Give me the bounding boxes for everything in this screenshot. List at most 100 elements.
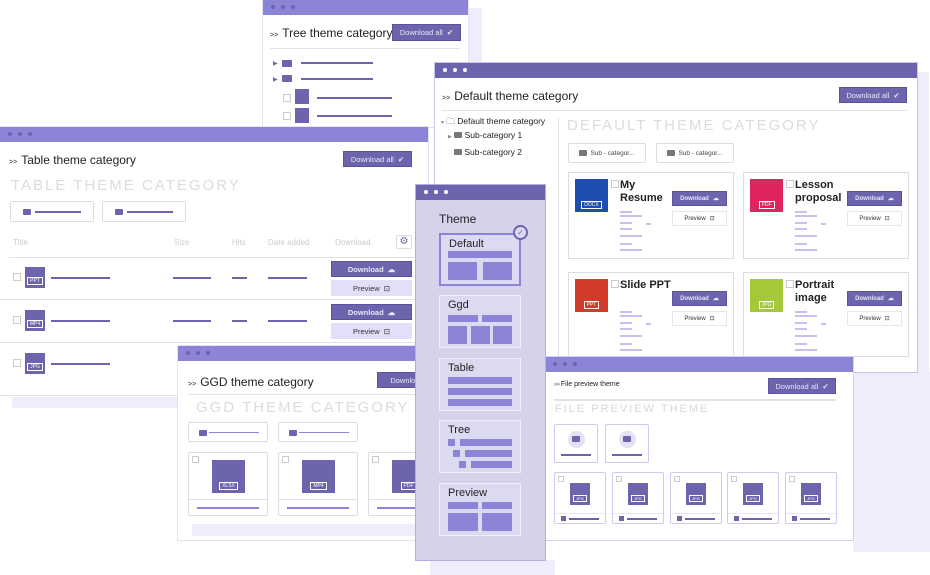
- column-header-hits[interactable]: Hits: [232, 238, 246, 247]
- folder-icon: [579, 150, 588, 156]
- double-check-icon: ✔: [397, 154, 405, 164]
- checkbox[interactable]: [789, 476, 795, 482]
- folder-card[interactable]: [554, 424, 598, 463]
- tree-root[interactable]: ▾ 🗀 Default theme category: [441, 116, 545, 130]
- placeholder-line: [173, 277, 211, 279]
- checkbox[interactable]: [192, 456, 199, 463]
- file-type-badge: [734, 516, 739, 521]
- placeholder-line: [620, 222, 632, 224]
- column-header-size[interactable]: Size: [174, 238, 190, 247]
- download-all-button[interactable]: Download all ✔: [392, 24, 461, 41]
- button-label: Download all: [399, 28, 443, 37]
- file-card[interactable]: DOCX My Resume Download ☁ Preview ⊡: [568, 172, 734, 259]
- focus-icon: ⊡: [709, 216, 715, 222]
- file-card[interactable]: PPT Slide PPT Download ☁ Preview ⊡: [568, 272, 734, 357]
- checkbox[interactable]: [558, 476, 564, 482]
- divider: [613, 513, 663, 514]
- checkbox[interactable]: [786, 280, 794, 288]
- gear-icon[interactable]: ⚙: [396, 235, 412, 249]
- cloud-upload-icon: ☁: [387, 307, 396, 317]
- layout-block: [465, 450, 512, 457]
- focus-icon: ⊡: [884, 316, 890, 322]
- subfolder-button[interactable]: [102, 201, 186, 222]
- checkbox[interactable]: [674, 476, 680, 482]
- tree-theme-window: >> Tree theme category Download all ✔ ▶ ▶: [263, 0, 468, 127]
- file-card[interactable]: MP4: [278, 452, 358, 516]
- preview-button[interactable]: Preview ⊡: [672, 311, 727, 326]
- download-button[interactable]: Download ☁: [331, 304, 412, 320]
- checkbox[interactable]: [282, 456, 289, 463]
- file-card[interactable]: JPG: [612, 472, 664, 524]
- file-card[interactable]: JPG: [554, 472, 606, 524]
- divider: [279, 499, 357, 500]
- tree-item[interactable]: ▶ Sub-category 1: [448, 130, 522, 140]
- file-card[interactable]: XLSX: [188, 452, 268, 516]
- file-card[interactable]: PDF Lesson proposal Download ☁ Preview ⊡: [743, 172, 909, 259]
- tree-item[interactable]: Sub-category 2: [454, 147, 522, 157]
- placeholder-line: [795, 328, 807, 330]
- button-label: Preview: [684, 215, 706, 222]
- placeholder-line: [795, 343, 807, 345]
- file-type: JPG: [689, 495, 703, 502]
- layout-block: [448, 439, 455, 446]
- checkbox[interactable]: [283, 94, 291, 102]
- download-all-button[interactable]: Download all ✔: [768, 378, 836, 394]
- caret-right-icon[interactable]: ▶: [273, 61, 278, 67]
- file-card[interactable]: JPG: [727, 472, 779, 524]
- placeholder-line: [620, 328, 632, 330]
- file-card[interactable]: JPG: [785, 472, 837, 524]
- download-all-button[interactable]: Download all ✔: [839, 87, 907, 103]
- theme-option-ggd[interactable]: Ggd: [439, 295, 521, 348]
- theme-option-table[interactable]: Table: [439, 358, 521, 411]
- download-button[interactable]: Download ☁: [672, 291, 727, 306]
- download-button[interactable]: Download ☁: [847, 291, 902, 306]
- download-button[interactable]: Download ☁: [847, 191, 902, 206]
- subfolder-button[interactable]: [10, 201, 94, 222]
- option-label: Preview: [448, 487, 488, 499]
- download-button[interactable]: Download ☁: [672, 191, 727, 206]
- focus-icon: ⊡: [709, 316, 715, 322]
- file-type: JPG: [804, 495, 818, 502]
- checkbox[interactable]: [731, 476, 737, 482]
- subcategory-button[interactable]: Sub - categor...: [656, 143, 734, 163]
- checkbox[interactable]: [13, 273, 21, 281]
- checkbox[interactable]: [786, 180, 794, 188]
- checkbox[interactable]: [13, 359, 21, 367]
- window-titlebar: [178, 346, 438, 361]
- file-card[interactable]: JPG Portrait image Download ☁ Preview ⊡: [743, 272, 909, 357]
- placeholder-line: [620, 322, 632, 324]
- checkbox[interactable]: [611, 180, 619, 188]
- download-button[interactable]: Download ☁: [331, 261, 412, 277]
- placeholder-line: [742, 518, 772, 520]
- docx-file-icon: DOCX: [575, 179, 608, 212]
- placeholder-line: [620, 235, 642, 237]
- checkbox[interactable]: [616, 476, 622, 482]
- preview-button[interactable]: Preview ⊡: [847, 311, 902, 326]
- preview-button[interactable]: Preview ⊡: [672, 211, 727, 226]
- download-all-button[interactable]: Download all ✔: [343, 151, 412, 167]
- folder-card[interactable]: [605, 424, 649, 463]
- preview-button[interactable]: Preview ⊡: [847, 211, 902, 226]
- file-card[interactable]: JPG: [670, 472, 722, 524]
- checkbox[interactable]: [372, 456, 379, 463]
- subfolder-button[interactable]: [188, 422, 268, 442]
- file-type: XLSX: [219, 482, 238, 490]
- checkbox[interactable]: [13, 316, 21, 324]
- column-header-download[interactable]: Download: [335, 238, 371, 247]
- column-header-date[interactable]: Date added: [268, 238, 310, 247]
- file-type-badge: [677, 516, 682, 521]
- theme-option-preview[interactable]: Preview: [439, 483, 521, 536]
- checkbox[interactable]: [611, 280, 619, 288]
- caret-right-icon[interactable]: ▶: [273, 77, 278, 83]
- theme-option-default[interactable]: Default ✓: [439, 225, 528, 286]
- subcategory-button[interactable]: Sub - categor...: [568, 143, 646, 163]
- theme-option-tree[interactable]: Tree: [439, 420, 521, 473]
- preview-button[interactable]: Preview ⊡: [331, 323, 412, 339]
- preview-button[interactable]: Preview ⊡: [331, 280, 412, 296]
- column-header-title[interactable]: Title: [13, 238, 28, 247]
- checkbox[interactable]: [283, 112, 291, 120]
- placeholder-line: [620, 335, 642, 337]
- folder-icon: [454, 149, 462, 155]
- subfolder-button[interactable]: [278, 422, 358, 442]
- layout-block: [493, 326, 512, 344]
